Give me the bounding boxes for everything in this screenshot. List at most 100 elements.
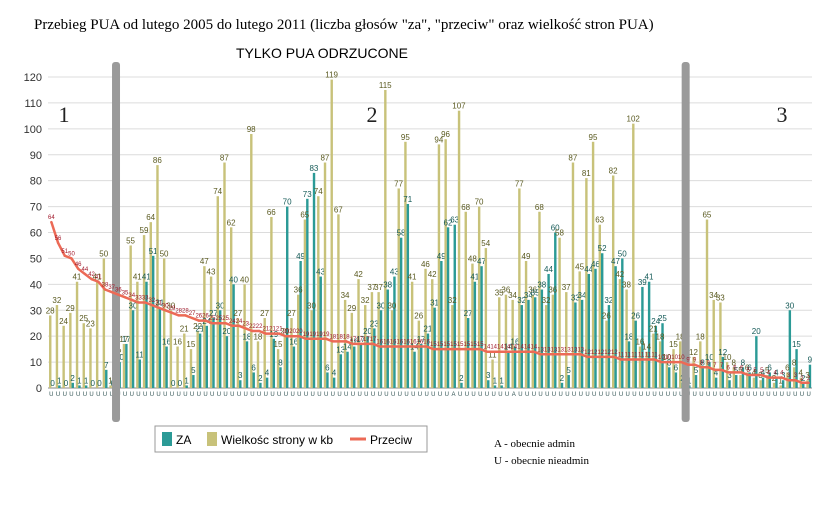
x-tick-label: U bbox=[552, 392, 556, 398]
bar-size bbox=[55, 305, 59, 388]
point-przeciw bbox=[278, 332, 281, 335]
data-label-size: 49 bbox=[522, 252, 531, 261]
data-label-przeciw: 13 bbox=[557, 347, 564, 353]
bar-za bbox=[225, 336, 229, 388]
data-label-za: 4 bbox=[761, 369, 766, 378]
x-tick-label: U bbox=[679, 392, 683, 398]
point-przeciw bbox=[706, 366, 710, 369]
data-label-size: 21 bbox=[649, 325, 658, 334]
bar-za bbox=[627, 341, 631, 388]
bar-size bbox=[598, 224, 601, 388]
data-label-przeciw: 3 bbox=[787, 373, 791, 379]
y-tick-label: 0 bbox=[36, 383, 42, 395]
x-tick-label: U bbox=[371, 392, 375, 398]
data-label-size: 30 bbox=[387, 301, 396, 310]
point-przeciw bbox=[257, 329, 261, 333]
data-label-za: 3 bbox=[486, 371, 491, 380]
point-przeciw bbox=[210, 322, 214, 325]
x-tick-label: U bbox=[197, 392, 201, 398]
bar-size bbox=[216, 196, 219, 388]
point-przeciw bbox=[492, 350, 495, 353]
bar-size bbox=[518, 188, 521, 388]
point-przeciw bbox=[311, 337, 314, 340]
bar-za bbox=[554, 232, 557, 388]
data-label-przeciw: 42 bbox=[88, 272, 95, 278]
data-label-za: 27 bbox=[209, 309, 218, 318]
x-tick-label: U bbox=[49, 392, 53, 398]
point-przeciw bbox=[224, 322, 227, 325]
data-label-za: 63 bbox=[450, 216, 459, 225]
bar-size bbox=[672, 349, 675, 388]
bar-za bbox=[607, 305, 611, 388]
point-przeciw bbox=[338, 340, 341, 343]
y-tick-label: 120 bbox=[24, 72, 42, 84]
bar-size bbox=[457, 110, 461, 389]
data-label-size: 47 bbox=[200, 257, 209, 266]
bar-za bbox=[520, 305, 523, 388]
x-tick-label: U bbox=[599, 392, 603, 398]
bar-za bbox=[634, 320, 637, 388]
point-przeciw bbox=[150, 303, 154, 307]
x-tick-label: U bbox=[753, 392, 757, 398]
data-label-za: 2 bbox=[459, 374, 464, 383]
data-label-size: 22 bbox=[193, 322, 202, 331]
point-przeciw bbox=[184, 314, 187, 317]
point-przeciw bbox=[157, 306, 160, 309]
y-tick-label: 110 bbox=[24, 98, 42, 110]
bar-size bbox=[679, 341, 682, 388]
data-label-size: 1 bbox=[108, 376, 113, 385]
bar-za bbox=[105, 369, 108, 388]
x-tick-label: U bbox=[237, 392, 241, 398]
data-label-przeciw: 22 bbox=[249, 324, 256, 330]
data-label-size: 25 bbox=[79, 314, 88, 323]
data-label-za: 58 bbox=[397, 229, 406, 238]
x-tick-label: U bbox=[565, 392, 569, 398]
bar-size bbox=[82, 323, 85, 388]
bar-size bbox=[725, 362, 729, 388]
x-tick-label: U bbox=[424, 392, 428, 398]
bar-size bbox=[290, 318, 293, 388]
period-divider bbox=[112, 62, 121, 422]
data-label-przeciw: 18 bbox=[343, 334, 350, 340]
data-label-size: 16 bbox=[635, 338, 644, 347]
data-label-size: 18 bbox=[656, 332, 665, 341]
data-label-size: 34 bbox=[508, 291, 517, 300]
data-label-za: 33 bbox=[571, 293, 580, 302]
data-label-size: 21 bbox=[180, 325, 189, 334]
bar-za bbox=[393, 276, 396, 388]
data-label-przeciw: 36 bbox=[115, 288, 122, 294]
data-label-za: 17 bbox=[356, 335, 365, 344]
point-przeciw bbox=[190, 316, 194, 320]
data-label-przeciw: 12 bbox=[584, 350, 591, 356]
x-tick-label: U bbox=[693, 392, 697, 398]
x-tick-label: U bbox=[230, 392, 234, 398]
x-tick-label: U bbox=[109, 392, 113, 398]
data-label-za: 6 bbox=[251, 363, 256, 372]
x-tick-label: U bbox=[89, 392, 93, 398]
data-label-size: 8 bbox=[731, 358, 736, 367]
data-label-size: 37 bbox=[374, 283, 383, 292]
data-label-przeciw: 19 bbox=[316, 332, 323, 338]
data-label-size: 41 bbox=[133, 273, 142, 282]
data-label-przeciw: 14 bbox=[504, 345, 511, 351]
data-label-size: 32 bbox=[448, 296, 457, 305]
data-label-size: 32 bbox=[361, 296, 370, 305]
data-label-size: 15 bbox=[274, 340, 283, 349]
data-label-przeciw: 31 bbox=[155, 301, 162, 307]
bar-size bbox=[209, 276, 213, 388]
x-tick-label: U bbox=[177, 392, 181, 398]
point-przeciw bbox=[412, 345, 415, 348]
data-label-size: 41 bbox=[93, 273, 102, 282]
data-label-size: 98 bbox=[247, 125, 256, 134]
point-przeciw bbox=[713, 368, 717, 372]
bar-za bbox=[487, 380, 490, 388]
bar-za bbox=[500, 385, 503, 388]
bar-za bbox=[480, 266, 483, 388]
x-tick-label: U bbox=[384, 392, 388, 398]
data-label-za: 23 bbox=[370, 319, 379, 328]
data-label-za: 5 bbox=[191, 366, 196, 375]
x-tick-label: U bbox=[491, 392, 495, 398]
bar-za bbox=[286, 206, 289, 388]
data-label-za: 43 bbox=[316, 268, 325, 277]
point-przeciw bbox=[572, 353, 576, 356]
